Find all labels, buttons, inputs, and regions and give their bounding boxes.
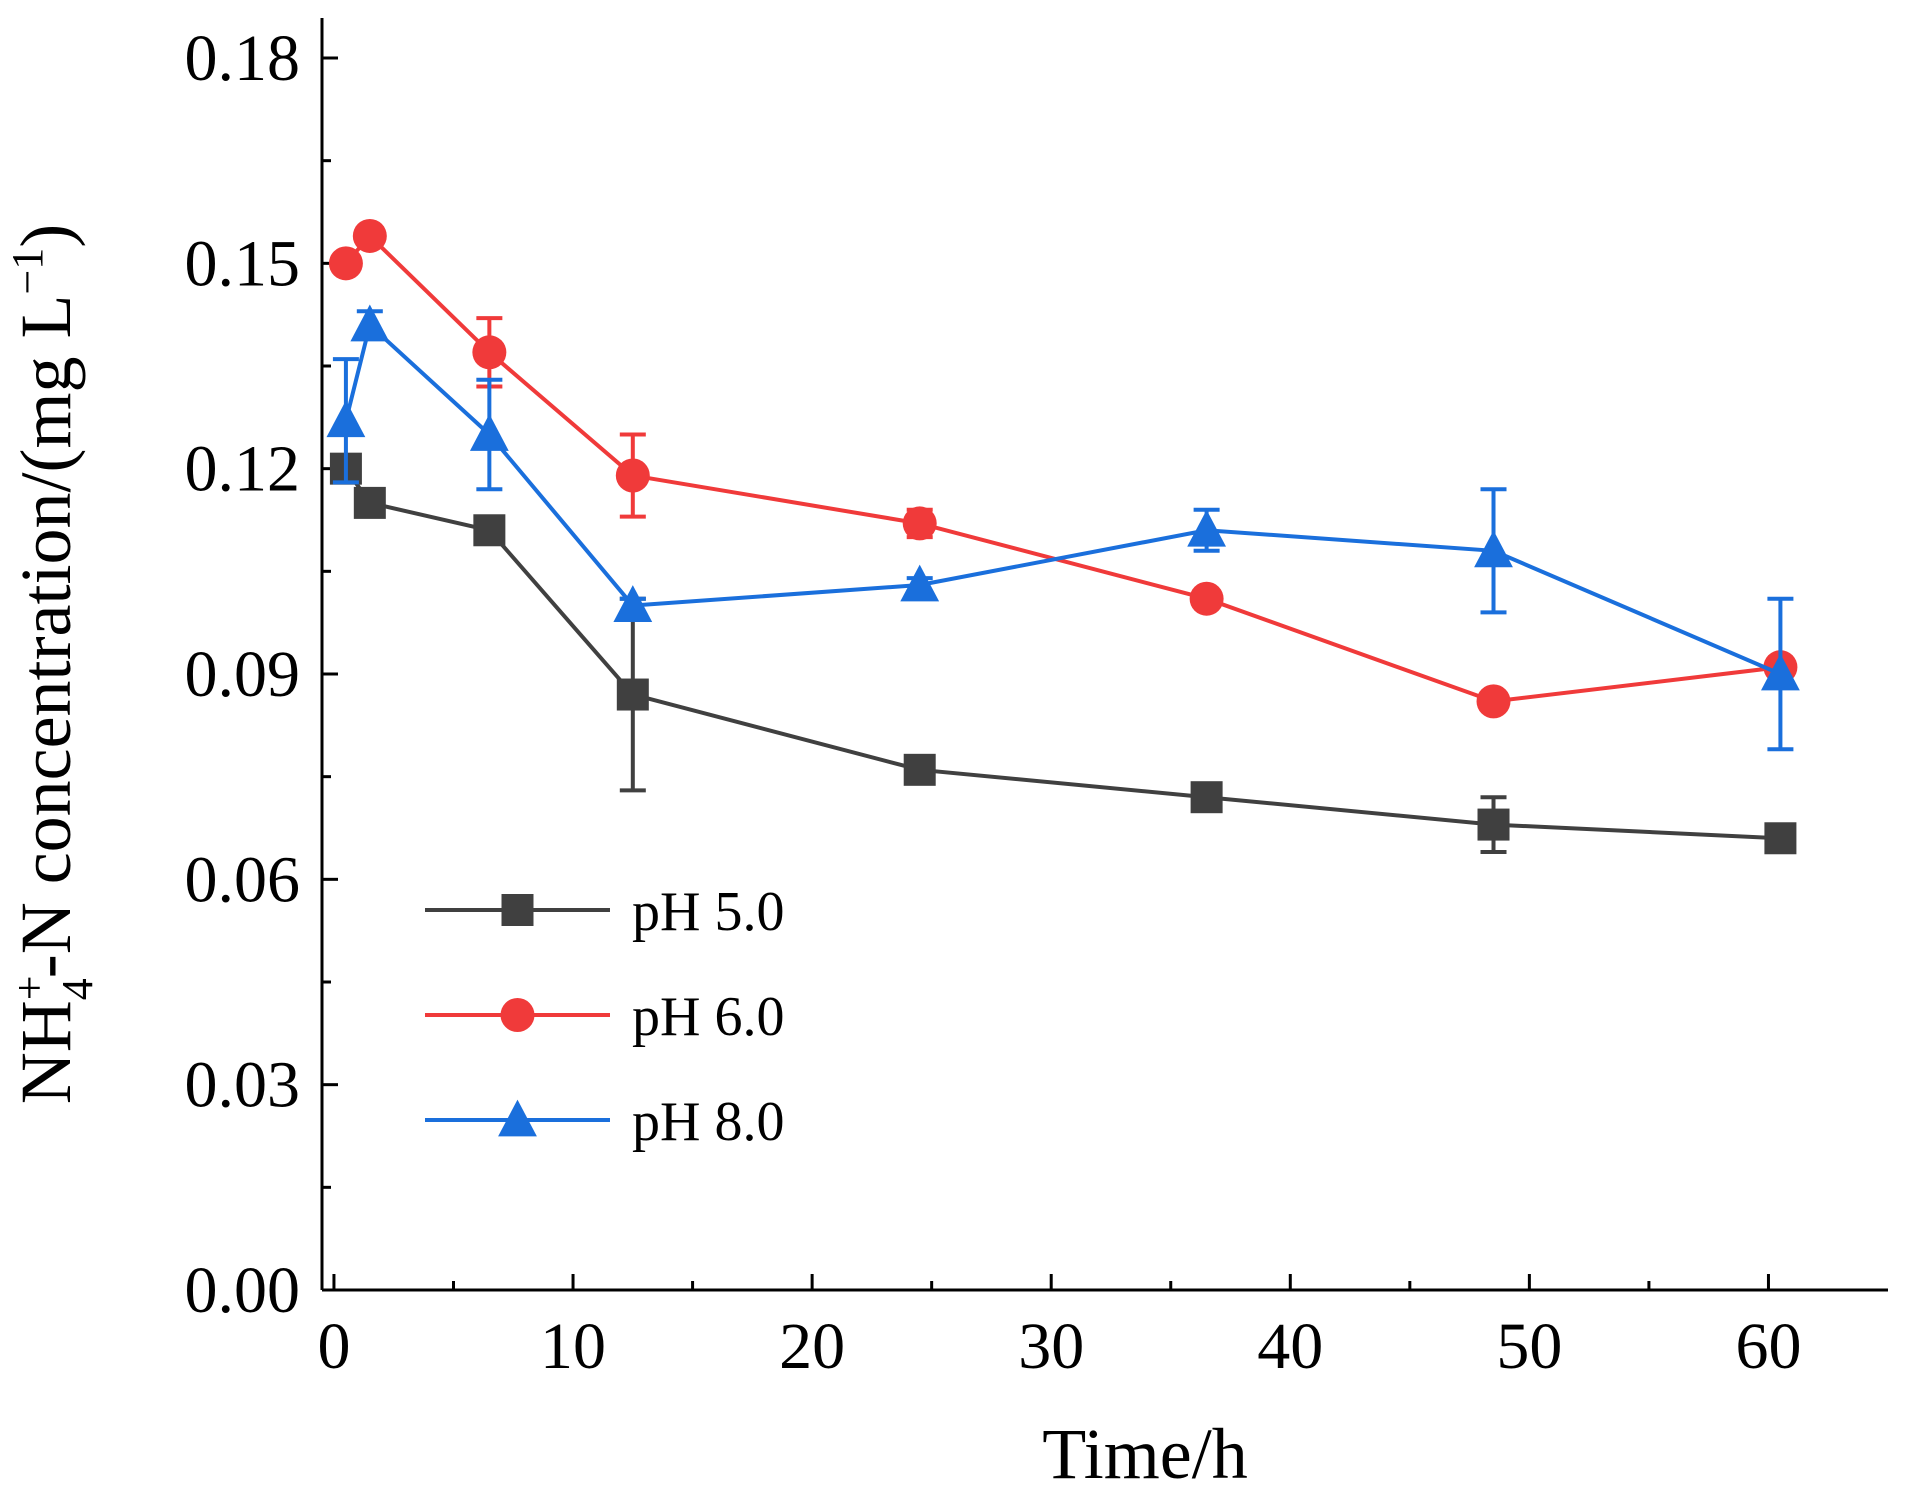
marker-triangle (1761, 653, 1800, 691)
x-tick-label: 20 (779, 1310, 845, 1383)
x-tick-label: 50 (1496, 1310, 1562, 1383)
axes (320, 18, 1888, 1292)
y-axis-title-sup: + (5, 975, 54, 1000)
marker-triangle (613, 585, 653, 622)
marker-circle (615, 458, 650, 493)
x-axis-title: Time/h (1042, 1414, 1247, 1493)
marker-circle (1476, 684, 1511, 719)
marker-circle (902, 506, 937, 541)
y-axis-title-main: NH (6, 1000, 86, 1104)
legend-label: pH 5.0 (632, 881, 784, 943)
x-tick-label: 60 (1735, 1310, 1801, 1383)
y-tick-label: 0.12 (185, 433, 301, 506)
marker-triangle (900, 564, 940, 602)
y-tick-label: 0.18 (185, 22, 301, 95)
y-axis-title-close: ) (6, 224, 86, 248)
series-pH-8.0 (326, 304, 1800, 752)
y-ticks: 0.00 0.03 0.06 0.09 0.12 0.15 0.18 (185, 22, 338, 1327)
y-tick-label: 0.00 (185, 1254, 301, 1327)
marker-square (903, 753, 936, 786)
marker-circle (328, 246, 363, 281)
marker-triangle (1187, 509, 1227, 547)
marker-square (1477, 808, 1510, 841)
marker-square (1190, 781, 1223, 814)
marker-circle (1189, 581, 1224, 616)
y-tick-label: 0.03 (185, 1049, 301, 1122)
marker-square (473, 514, 506, 547)
legend-label: pH 8.0 (632, 1091, 784, 1153)
marker-square (353, 486, 386, 519)
series-line (344, 467, 1781, 841)
y-axis-title: NH+4-N concentration/(mg L−1) (3, 224, 102, 1105)
series-line (344, 233, 1781, 704)
legend: pH 5.0 pH 6.0 pH 8.0 (425, 881, 784, 1153)
series-layer (326, 218, 1800, 855)
marker-triangle (326, 400, 366, 438)
series-line (343, 321, 1782, 676)
y-axis-title-sub: 4 (53, 978, 102, 1000)
y-tick-label: 0.06 (185, 843, 301, 916)
legend-label: pH 6.0 (632, 986, 784, 1048)
legend-item: pH 6.0 (425, 986, 784, 1048)
marker-triangle (498, 1099, 537, 1137)
x-tick-label: 40 (1257, 1310, 1323, 1383)
marker-triangle (350, 304, 390, 342)
y-tick-label: 0.09 (185, 638, 301, 711)
marker-square (1764, 822, 1797, 855)
marker-triangle (1474, 530, 1513, 568)
x-tick-label: 30 (1018, 1310, 1084, 1383)
legend-item: pH 8.0 (425, 1091, 784, 1153)
x-ticks: 0 10 20 30 40 50 60 (317, 1274, 1801, 1383)
series-pH-6.0 (328, 218, 1798, 719)
x-tick-label: 10 (540, 1310, 606, 1383)
marker-circle (472, 335, 507, 370)
x-tick-label: 0 (317, 1310, 350, 1383)
series-pH-5.0 (329, 452, 1797, 855)
marker-circle (352, 218, 387, 253)
y-tick-label: 0.15 (185, 227, 301, 300)
marker-circle (500, 998, 535, 1032)
y-axis-title-rest: -N concentration/(mg L (6, 295, 86, 979)
legend-item: pH 5.0 (425, 881, 784, 943)
y-axis-title-exp: −1 (3, 248, 52, 295)
marker-triangle (469, 414, 509, 451)
marker-square (501, 894, 534, 926)
marker-square (616, 678, 649, 711)
